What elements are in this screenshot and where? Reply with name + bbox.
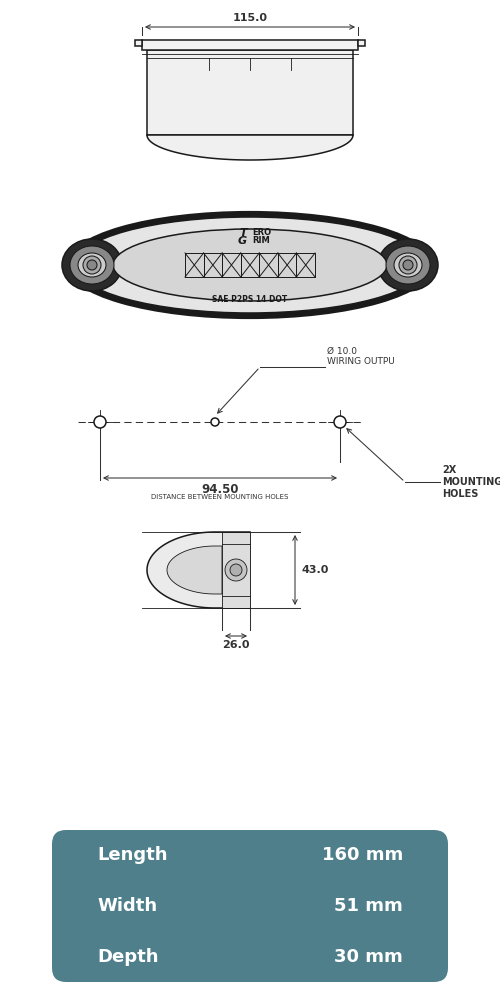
Ellipse shape [70,246,114,284]
Circle shape [230,564,242,576]
Bar [222,532,250,608]
Ellipse shape [75,217,425,313]
Text: T: T [240,228,247,238]
Text: ERO: ERO [252,228,271,237]
Polygon shape [167,546,222,594]
Text: 43.0: 43.0 [301,565,328,575]
Ellipse shape [78,253,106,277]
Text: 160 mm: 160 mm [322,846,403,864]
Text: Ø 10.0
WIRING OUTPU: Ø 10.0 WIRING OUTPU [327,347,395,366]
Text: Width: Width [97,897,157,915]
Text: 30 mm: 30 mm [334,948,403,966]
Circle shape [334,416,346,428]
Polygon shape [147,135,353,160]
Text: RIM: RIM [252,236,270,245]
Ellipse shape [378,239,438,291]
Text: 51 mm: 51 mm [334,897,403,915]
Circle shape [399,256,417,274]
Text: 26.0: 26.0 [222,640,250,650]
Circle shape [87,260,97,270]
Bar [142,40,358,50]
Text: 115.0: 115.0 [232,13,268,23]
Circle shape [403,260,413,270]
Text: 94.50: 94.50 [201,483,239,496]
Ellipse shape [394,253,422,277]
Ellipse shape [67,212,433,318]
Ellipse shape [113,229,387,301]
Circle shape [94,416,106,428]
Circle shape [211,418,219,426]
Ellipse shape [62,239,122,291]
Polygon shape [147,532,250,608]
Text: Depth: Depth [97,948,158,966]
Ellipse shape [386,246,430,284]
Bar [358,40,365,46]
Text: Length: Length [97,846,168,864]
FancyBboxPatch shape [52,830,448,982]
Text: G: G [238,236,247,246]
Circle shape [225,559,247,581]
Text: 2X
MOUNTING
HOLES: 2X MOUNTING HOLES [442,465,500,499]
Bar [135,40,142,46]
Bar [147,50,353,135]
Text: DISTANCE BETWEEN MOUNTING HOLES: DISTANCE BETWEEN MOUNTING HOLES [152,494,288,500]
Circle shape [83,256,101,274]
Text: SAE P2PS 14 DOT: SAE P2PS 14 DOT [212,295,288,304]
